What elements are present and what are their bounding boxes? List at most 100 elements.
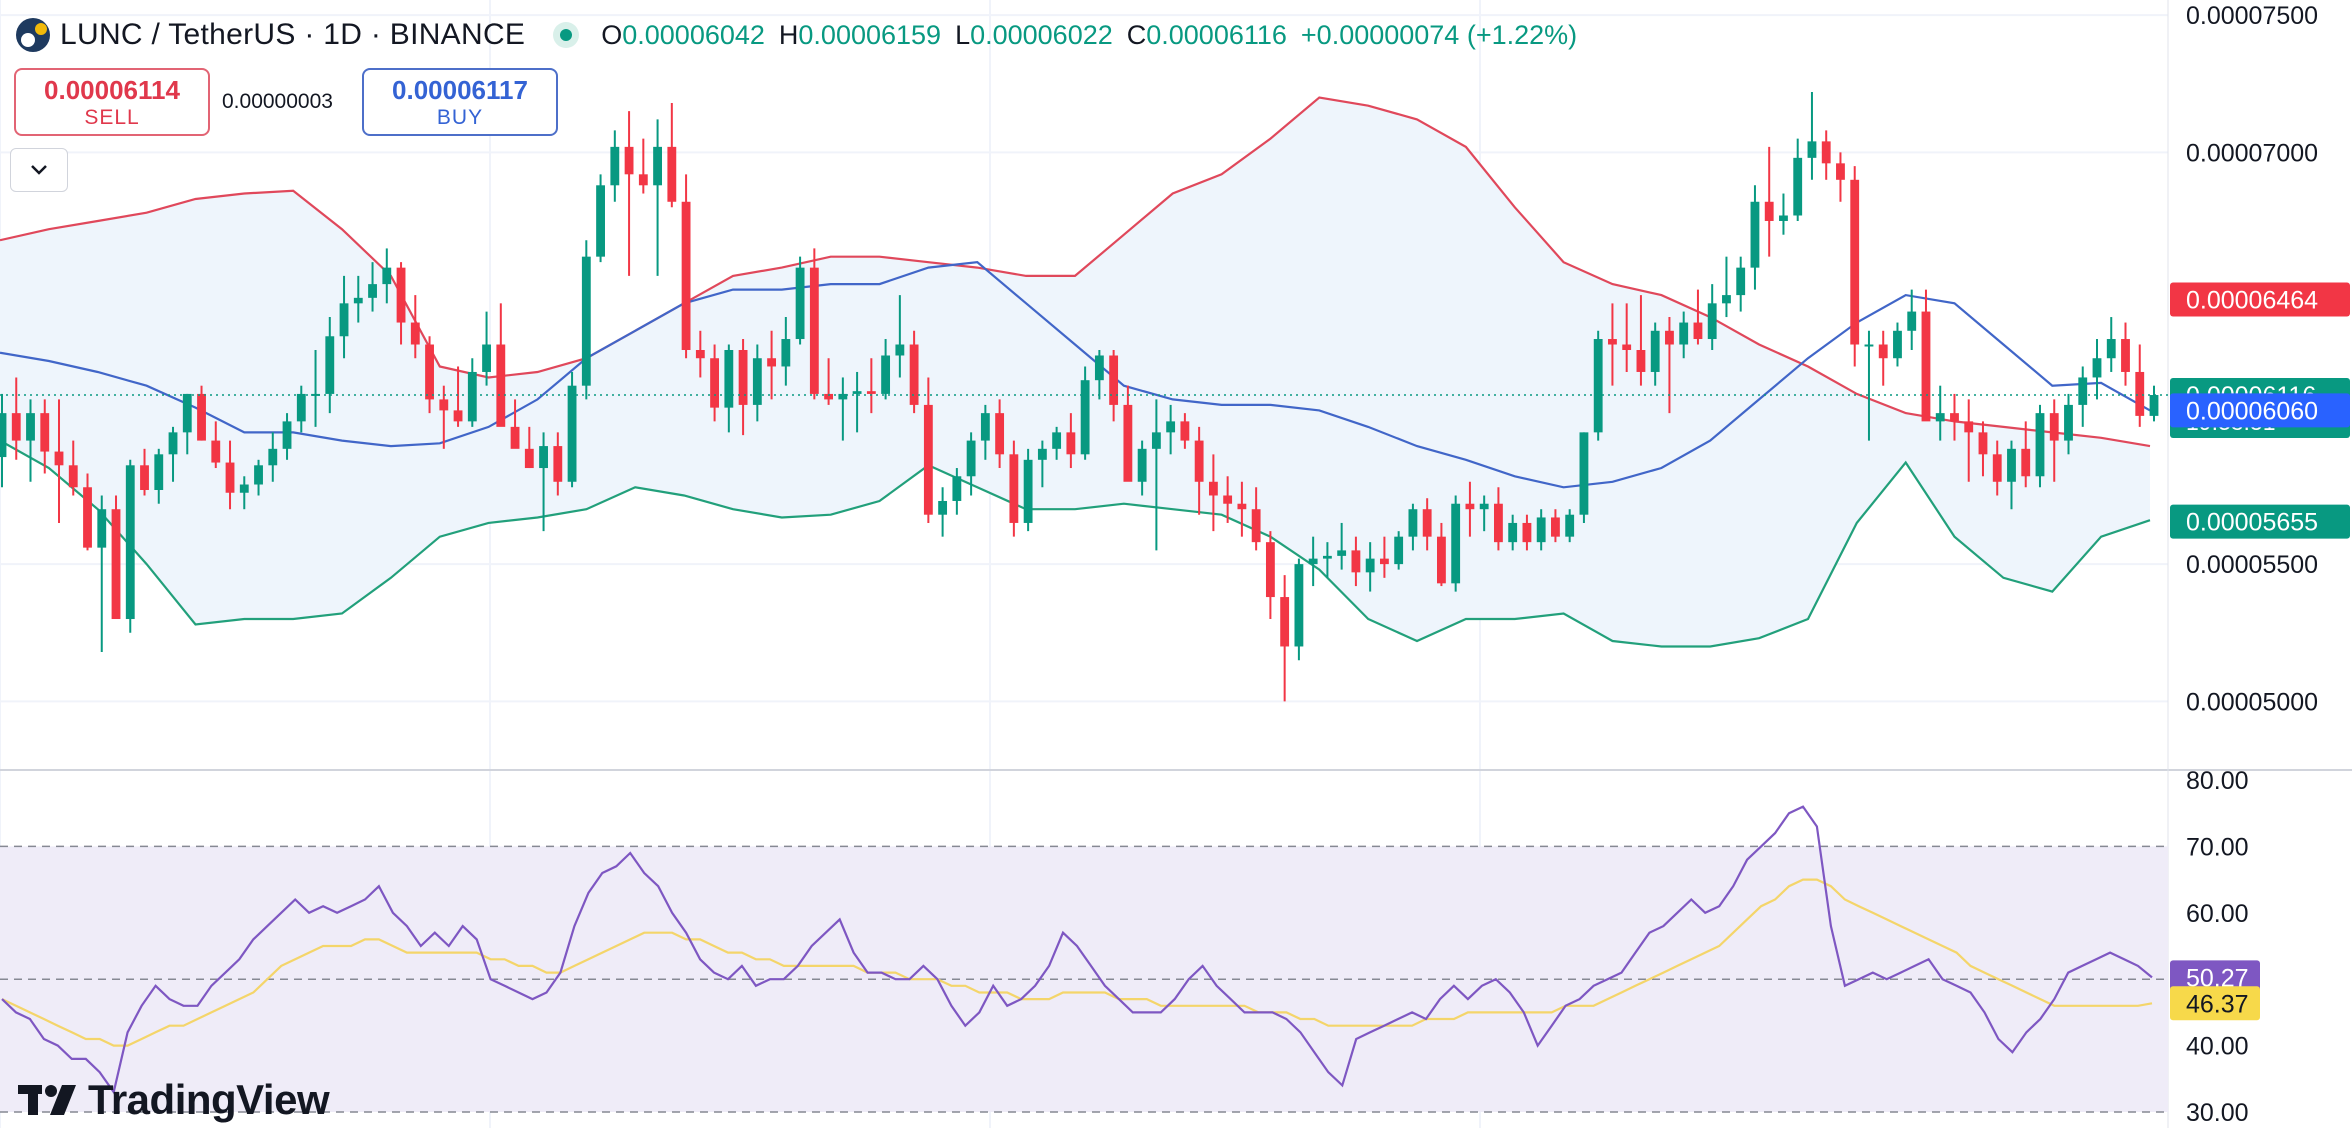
- candle-body: [1622, 344, 1632, 350]
- tradingview-watermark[interactable]: TradingView: [18, 1076, 330, 1124]
- symbol-title[interactable]: LUNC / TetherUS · 1D · BINANCE: [60, 18, 526, 51]
- candle-body: [410, 322, 420, 345]
- candle-body: [1180, 421, 1190, 441]
- sell-label: SELL: [84, 105, 140, 129]
- candle-body: [140, 465, 149, 490]
- candle-body: [2064, 404, 2073, 441]
- rsi-ma-line: [1, 878, 2153, 1047]
- bollinger-band-fill: [0, 97, 2150, 647]
- candle-body: [524, 448, 534, 469]
- candle-body: [482, 344, 491, 372]
- candle-body: [767, 358, 777, 367]
- candle-body: [1208, 481, 1218, 496]
- candle-body: [1123, 404, 1133, 482]
- candle-body: [909, 344, 919, 405]
- candle-body: [1023, 459, 1033, 523]
- candle-body: [2007, 448, 2016, 482]
- rsi-axis-tick-label: 70.00: [2186, 833, 2249, 861]
- candle-body: [425, 344, 434, 400]
- candle-body: [1151, 432, 1161, 449]
- candle-body: [752, 358, 762, 405]
- sell-button[interactable]: 0.00006114 SELL: [14, 68, 210, 136]
- candle-body: [68, 465, 78, 488]
- tradingview-logo-icon: [18, 1085, 76, 1115]
- candle-body: [0, 413, 7, 458]
- candle-body: [154, 454, 164, 490]
- buy-button[interactable]: 0.00006117 BUY: [362, 68, 558, 136]
- candle-body: [1536, 517, 1546, 543]
- candle-body: [453, 410, 463, 422]
- candle-body: [1821, 141, 1831, 164]
- candle-body: [2121, 339, 2130, 372]
- candle-body: [1137, 448, 1147, 482]
- candle-body: [1479, 503, 1489, 510]
- candle-body: [1665, 330, 1674, 345]
- candle-body: [1807, 141, 1817, 158]
- candle-body: [966, 440, 976, 477]
- market-open-status-icon: [553, 22, 580, 48]
- candle-body: [1551, 517, 1560, 537]
- close-label: C: [1126, 19, 1147, 50]
- candle-body: [852, 391, 862, 394]
- rsi-axis-label-bg: [2170, 986, 2260, 1021]
- candle-body: [1579, 432, 1589, 515]
- candle-body: [667, 146, 677, 202]
- buy-label: BUY: [436, 105, 484, 129]
- candle-body: [182, 393, 192, 433]
- candle-body: [268, 448, 278, 466]
- ohlc-readout: O0.00006042 H0.00006159 L0.00006022 C0.0…: [601, 20, 1577, 51]
- candle-body: [168, 432, 178, 455]
- bollinger-basis-line: [0, 261, 2151, 489]
- candle-body: [239, 484, 249, 493]
- chevron-down-icon: [31, 165, 47, 175]
- candle-body: [1878, 344, 1888, 359]
- candle-body: [596, 185, 605, 257]
- rsi-axis-label-bg: [2170, 960, 2260, 995]
- candle-body: [1322, 555, 1332, 559]
- candle-body: [211, 440, 221, 463]
- candle-body: [1950, 413, 1959, 422]
- candle-body: [781, 339, 791, 367]
- candle-body: [1921, 311, 1931, 422]
- candle-body: [1465, 503, 1475, 510]
- candle-body: [1864, 344, 1874, 347]
- candle-body: [1280, 597, 1290, 647]
- candle-body: [980, 413, 990, 441]
- candle-body: [1422, 509, 1432, 537]
- candle-body: [1009, 454, 1019, 523]
- candle-body: [353, 297, 363, 304]
- candle-body: [125, 465, 135, 620]
- candle-body: [1779, 215, 1788, 221]
- collapse-toggle-button[interactable]: [10, 148, 68, 192]
- candle-body: [1793, 157, 1803, 216]
- open-value: 0.00006042: [622, 19, 765, 50]
- candle-body: [54, 451, 64, 466]
- candle-body: [1166, 421, 1176, 433]
- candle-body: [1679, 322, 1689, 345]
- candle-body: [1508, 522, 1518, 543]
- candle-body: [866, 391, 876, 394]
- candle-body: [895, 344, 905, 356]
- bollinger-lower-line: [0, 439, 2151, 648]
- candle-body: [439, 399, 449, 411]
- candle-body: [382, 267, 392, 285]
- candle-body: [1764, 201, 1774, 221]
- price-axis-label: 0.00006464: [2186, 286, 2318, 314]
- high-label: H: [778, 19, 799, 50]
- candle-body: [1265, 542, 1275, 598]
- candle-body: [1037, 448, 1047, 460]
- price-axis-tick-label: 0.00007000: [2186, 139, 2318, 167]
- change-value: +0.00000074 (+1.22%): [1300, 19, 1578, 50]
- bollinger-upper-line: [0, 96, 2151, 448]
- candle-body: [539, 446, 548, 469]
- price-axis-label: 0.00005655: [2186, 509, 2318, 537]
- candle-body: [1978, 432, 1988, 455]
- candle-body: [2149, 395, 2159, 416]
- candle-body: [1308, 558, 1318, 565]
- candle-body: [567, 385, 577, 482]
- candle-body: [1522, 522, 1532, 543]
- candle-body: [2021, 448, 2031, 477]
- candle-body: [225, 462, 235, 493]
